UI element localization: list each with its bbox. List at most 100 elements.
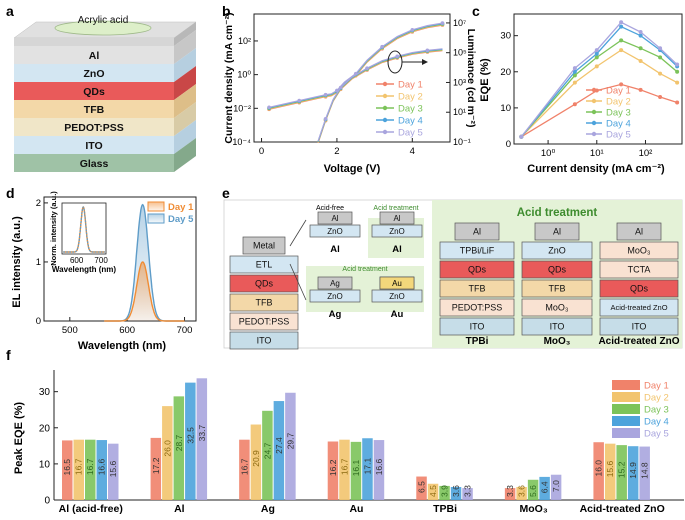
d-inset-xtick-label: 700 (94, 256, 108, 265)
d-ytick-label: 2 (36, 198, 41, 209)
c-legend-label: Day 2 (606, 97, 631, 108)
f-bar (350, 441, 362, 500)
c-legend-marker (591, 98, 597, 104)
c-point (638, 58, 643, 63)
f-bar (373, 440, 385, 500)
layer-3 (14, 100, 174, 118)
f-data-label: 15.6 (108, 460, 118, 477)
d-xtick-label: 500 (62, 325, 78, 336)
b-legend-label: Day 4 (398, 116, 423, 127)
c-ytick-label: 0 (506, 139, 511, 150)
c-point (572, 66, 577, 71)
e-moo3-layer-1 (521, 241, 593, 260)
e-caption-tpbi: TPBi (466, 336, 489, 347)
d-ytick-label: 0 (36, 316, 41, 327)
f-data-label: 16.1 (351, 459, 361, 476)
f-bar (150, 437, 162, 500)
e-left-layer-4 (229, 312, 299, 331)
e-left-layer-0 (242, 236, 286, 255)
e-acid-free-title: Acid-free (316, 205, 344, 212)
f-data-label: 6.4 (540, 481, 550, 493)
layer-side-2 (174, 66, 196, 100)
e-left-layer-3 (229, 293, 299, 312)
f-data-label: 6.5 (417, 481, 427, 493)
c-legend-marker (591, 87, 597, 93)
d-inset-ylabel: Norm. intensity (a.u.) (49, 191, 58, 266)
layer-label-2: QDs (83, 86, 105, 98)
e-acid-treatment-bottom-title: Acid treatment (342, 266, 387, 273)
e-moo3-layer-2 (521, 260, 593, 279)
f-bar (85, 439, 96, 500)
d-xlabel: Wavelength (nm) (78, 340, 167, 352)
b-ytick-left-label: 10⁰ (237, 70, 251, 80)
e-zno-layer-4 (599, 298, 679, 317)
e-caption-zno: Acid-treated ZnO (598, 336, 679, 347)
e-small-ag-zno (309, 289, 361, 303)
d-inset-xtick-label: 600 (70, 256, 84, 265)
b-ytick-right-label: 10¹ (453, 107, 466, 117)
f-bar (627, 446, 639, 500)
e-caption-au: Au (391, 309, 404, 320)
b-current-line-day5 (268, 22, 443, 108)
layer-label-0: Al (89, 50, 100, 62)
e-moo3-layer-4 (521, 298, 593, 317)
e-tpbi-layer-2 (439, 260, 515, 279)
e-caption-al-acid: Al (392, 244, 402, 255)
c-point (594, 51, 599, 56)
e-left-layer-5 (229, 331, 299, 350)
layer-side-4 (174, 102, 196, 136)
f-data-label: 16.7 (85, 458, 95, 475)
f-category-label: Acid-treated ZnO (580, 503, 665, 515)
b-ytick-right-label: 10⁵ (453, 48, 467, 58)
b-legend-marker (382, 81, 388, 87)
c-plot-frame (513, 13, 683, 145)
c-point (675, 69, 680, 74)
e-moo3-layer-4-label: MoO₃ (545, 303, 569, 313)
f-data-label: 29.7 (285, 432, 295, 449)
layer-side-0 (174, 30, 196, 64)
c-line-day2 (520, 49, 678, 138)
f-legend-label: Day 1 (644, 381, 669, 392)
panel-e-device-structures: Metal ETL QDs TFB PEDOT:PSS ITO Al ZnO Al ZnO Ag Zn… (223, 199, 683, 350)
layer-side-5 (174, 120, 196, 154)
f-data-label: 20.9 (251, 450, 261, 467)
e-zno-layer-0-label: Al (635, 227, 643, 237)
f-data-label: 26.0 (162, 440, 172, 457)
d-ytick-label: 1 (36, 257, 41, 268)
f-bar (262, 410, 273, 500)
b-luminance-point (425, 48, 430, 53)
f-data-label: 7.0 (551, 480, 561, 492)
f-bar (339, 439, 350, 500)
f-data-label: 17.2 (151, 457, 161, 474)
c-xtick-label: 10¹ (590, 148, 604, 159)
f-legend-label: Day 5 (644, 429, 669, 440)
d-ylabel: EL intensity (a.u.) (11, 216, 23, 308)
c-point (572, 102, 577, 107)
f-category-label: TPBi (433, 503, 457, 515)
f-data-label: 28.7 (174, 434, 184, 451)
f-category-label: Al (acid-free) (59, 503, 123, 515)
panel-label-f: f (6, 347, 11, 363)
f-data-label: 16.7 (339, 458, 349, 475)
e-small-au-zno (371, 289, 423, 303)
e-small-ag-top (317, 276, 353, 290)
e-small-al-free-zno (309, 224, 361, 238)
b-current-point (323, 92, 328, 97)
f-legend-label: Day 2 (644, 393, 669, 404)
b-legend-marker (382, 93, 388, 99)
f-bar (604, 443, 616, 500)
c-xtick-label: 10² (639, 148, 653, 159)
f-data-label: 16.7 (239, 458, 249, 475)
b-legend-marker (382, 105, 388, 111)
e-zno-layer-4-label: Acid-treated ZnO (610, 303, 667, 312)
c-point (594, 55, 599, 60)
e-small-al-free-zno-label: ZnO (327, 227, 343, 236)
e-zno-layer-1-label: MoO₃ (627, 246, 651, 256)
b-current-point (380, 44, 384, 49)
c-point (675, 100, 680, 105)
e-caption-moo3: MoO₃ (544, 336, 571, 347)
e-small-au-zno-label: ZnO (389, 292, 405, 301)
f-ytick-label: 10 (39, 459, 51, 470)
e-tpbi-layer-5 (439, 317, 515, 336)
